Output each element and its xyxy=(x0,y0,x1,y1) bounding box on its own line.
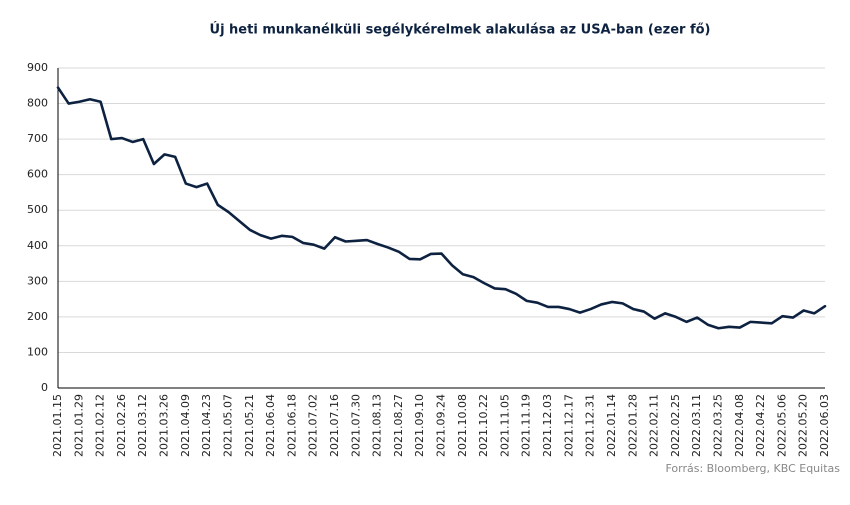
x-tick-label: 2021.01.15 xyxy=(51,394,64,457)
x-tick-label: 2021.12.31 xyxy=(584,394,597,457)
x-tick-label: 2021.07.02 xyxy=(307,394,320,457)
x-tick-label: 2021.03.12 xyxy=(136,394,149,457)
x-tick-label: 2021.04.09 xyxy=(179,394,192,457)
x-tick-label: 2022.05.20 xyxy=(797,394,810,457)
x-tick-label: 2021.07.30 xyxy=(349,394,362,457)
y-tick-label: 700 xyxy=(27,132,48,145)
x-tick-label: 2021.06.18 xyxy=(285,394,298,457)
x-tick-label: 2021.05.07 xyxy=(221,394,234,457)
x-tick-label: 2021.08.13 xyxy=(371,394,384,457)
y-tick-label: 500 xyxy=(27,203,48,216)
x-tick-label: 2022.03.11 xyxy=(690,394,703,457)
y-tick-label: 0 xyxy=(41,381,48,394)
y-tick-label: 600 xyxy=(27,168,48,181)
y-tick-label: 800 xyxy=(27,97,48,110)
x-tick-label: 2022.04.22 xyxy=(754,394,767,457)
x-tick-label: 2021.02.12 xyxy=(94,394,107,457)
x-tick-label: 2021.10.08 xyxy=(456,394,469,457)
y-tick-label: 300 xyxy=(27,274,48,287)
x-tick-label: 2021.11.05 xyxy=(498,394,511,457)
x-tick-label: 2021.01.29 xyxy=(72,394,85,457)
y-tick-label: 200 xyxy=(27,310,48,323)
x-tick-label: 2021.04.23 xyxy=(200,394,213,457)
x-tick-label: 2022.06.03 xyxy=(818,394,831,457)
x-tick-label: 2021.05.21 xyxy=(243,394,256,457)
x-tick-label: 2022.01.28 xyxy=(626,394,639,457)
x-tick-label: 2021.08.27 xyxy=(392,394,405,457)
x-tick-label: 2021.12.17 xyxy=(562,394,575,457)
x-tick-label: 2021.12.03 xyxy=(541,394,554,457)
data-line xyxy=(56,86,827,330)
x-tick-label: 2022.01.14 xyxy=(605,394,618,457)
y-tick-label: 400 xyxy=(27,239,48,252)
x-tick-label: 2021.09.24 xyxy=(435,394,448,457)
x-tick-label: 2022.05.06 xyxy=(775,394,788,457)
x-tick-label: 2021.10.22 xyxy=(477,394,490,457)
x-tick-label: 2021.09.10 xyxy=(413,394,426,457)
x-tick-label: 2022.04.08 xyxy=(733,394,746,457)
x-tick-label: 2021.03.26 xyxy=(158,394,171,457)
x-tick-label: 2022.02.25 xyxy=(669,394,682,457)
x-tick-label: 2021.07.16 xyxy=(328,394,341,457)
y-tick-label: 100 xyxy=(27,345,48,358)
x-tick-label: 2022.03.25 xyxy=(711,394,724,457)
source-note: Forrás: Bloomberg, KBC Equitas xyxy=(665,462,840,475)
x-tick-label: 2021.06.04 xyxy=(264,394,277,457)
y-tick-label: 900 xyxy=(27,61,48,74)
x-tick-label: 2021.02.26 xyxy=(115,394,128,457)
chart-title: Új heti munkanélküli segélykérelmek alak… xyxy=(210,22,711,38)
x-tick-label: 2021.11.19 xyxy=(520,394,533,457)
x-tick-label: 2022.02.11 xyxy=(648,394,661,457)
